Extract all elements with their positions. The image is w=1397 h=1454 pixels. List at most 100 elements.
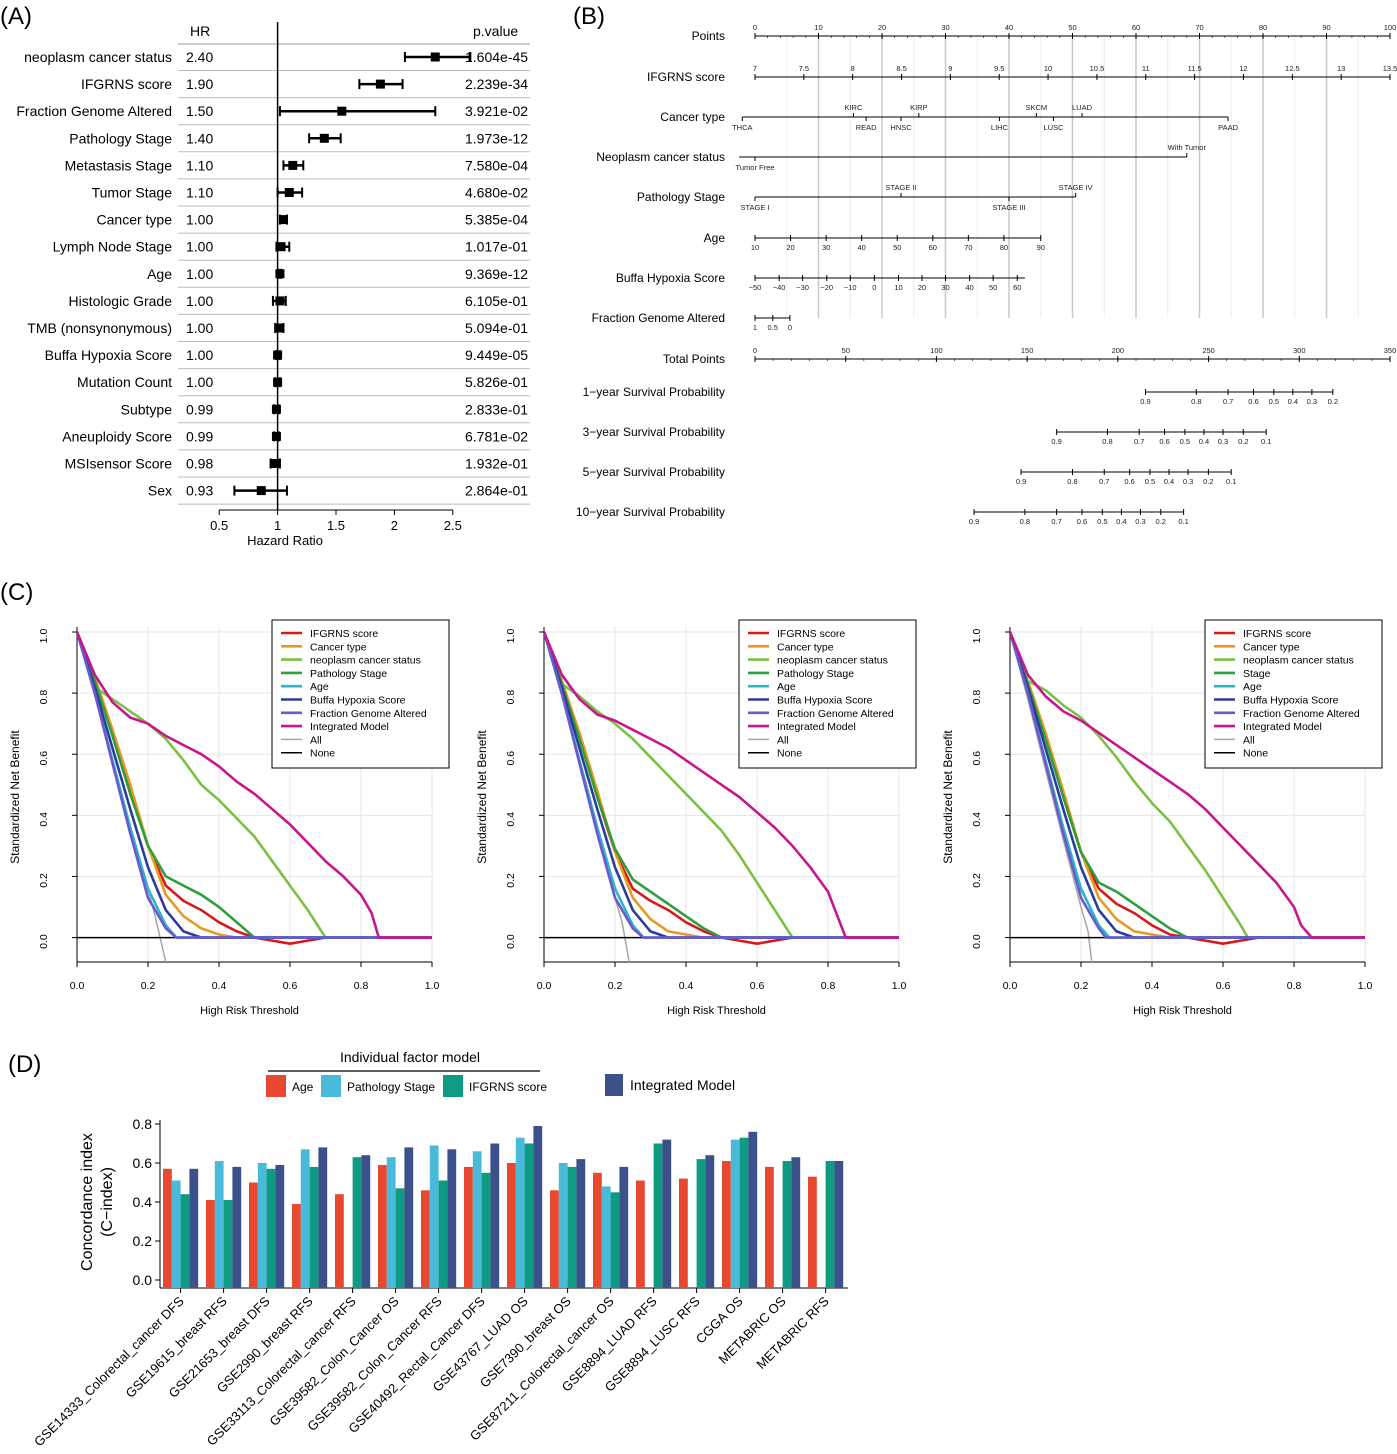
forest-x-tick-label: 2 xyxy=(391,518,398,533)
forest-row-label: Aneuploidy Score xyxy=(62,428,172,444)
dca-y-tick-label: 0.4 xyxy=(38,812,50,827)
dca-x-axis-label: High Risk Threshold xyxy=(667,1005,766,1017)
forest-x-tick-label: 1 xyxy=(274,518,281,533)
forest-row-pvalue: 6.105e-01 xyxy=(465,293,528,309)
dca-series-line xyxy=(1010,631,1365,939)
nomogram-scale-label: Age xyxy=(704,231,726,245)
bar xyxy=(653,1143,663,1288)
dca-legend-label: All xyxy=(1243,734,1255,746)
bar-legend-swatch xyxy=(266,1075,286,1097)
dca-legend-label: Integrated Model xyxy=(310,721,389,733)
bar xyxy=(601,1186,611,1288)
bar xyxy=(214,1161,224,1288)
nomogram-tick-label: 0.1 xyxy=(1261,437,1271,446)
nomogram-tick-label: 8 xyxy=(851,64,855,73)
nomogram-tick-label: 0.3 xyxy=(1183,477,1193,486)
forest-row-label: neoplasm cancer status xyxy=(24,49,172,65)
bar xyxy=(524,1143,534,1288)
nomogram-scale-label: Pathology Stage xyxy=(637,190,725,204)
forest-row-label: IFGRNS score xyxy=(81,76,172,92)
dca-series-line xyxy=(544,631,899,939)
forest-row-pvalue: 5.094e-01 xyxy=(465,320,528,336)
dca-y-tick-label: 0.6 xyxy=(38,751,50,766)
nomogram-tick-label: 0.4 xyxy=(1288,397,1298,406)
nomogram-category-label: LIHC xyxy=(991,123,1009,132)
nomogram-tick-label: 0.8 xyxy=(1020,517,1030,526)
forest-row-label: Metastasis Stage xyxy=(65,157,173,173)
dca-y-tick-label: 0.2 xyxy=(505,873,517,888)
nomogram-tick-label: 10.5 xyxy=(1090,64,1105,73)
bar xyxy=(352,1157,362,1288)
forest-estimate xyxy=(274,323,284,333)
dca-legend-label: IFGRNS score xyxy=(1243,628,1311,640)
dca-series-line xyxy=(1010,631,1365,939)
dca-y-axis-label: Standardized Net Benefit xyxy=(8,730,22,864)
bar xyxy=(266,1168,276,1288)
forest-estimate xyxy=(275,269,285,279)
forest-x-tick-label: 0.5 xyxy=(210,518,228,533)
dca-legend-label: Fraction Genome Altered xyxy=(777,708,894,720)
nomogram-tick-label: 0.7 xyxy=(1051,517,1061,526)
dca-series-line xyxy=(77,631,432,939)
nomogram-tick-label: −30 xyxy=(796,283,809,292)
nomogram-tick-label: 0.9 xyxy=(1016,477,1026,486)
nomogram-category-label: Tumor Free xyxy=(736,163,775,172)
nomogram-tick-label: 70 xyxy=(1195,23,1203,32)
nomogram-tick-label: 40 xyxy=(858,243,866,252)
nomogram-category-label: KIRC xyxy=(844,103,863,112)
forest-row-hr: 1.00 xyxy=(186,374,213,390)
forest-row-pvalue: 5.826e-01 xyxy=(465,374,528,390)
bar-legend-label: IFGRNS score xyxy=(469,1080,547,1094)
forest-estimate xyxy=(271,404,281,414)
nomogram-tick-label: −40 xyxy=(773,283,786,292)
bar xyxy=(464,1166,473,1288)
nomogram-tick-label: 60 xyxy=(1013,283,1021,292)
dca-y-axis-label: Standardized Net Benefit xyxy=(475,730,489,864)
nomogram-tick-label: 0.3 xyxy=(1218,437,1228,446)
nomogram-tick-label: 0.5 xyxy=(1097,517,1107,526)
dca-x-tick-label: 0.0 xyxy=(537,980,552,992)
bar-category-label: GSE14333_Colorectal_cancer DFS xyxy=(31,1293,187,1449)
nomogram-tick-label: 60 xyxy=(929,243,937,252)
forest-hr-header: HR xyxy=(190,23,210,39)
forest-row-pvalue: 5.385e-04 xyxy=(465,212,528,228)
dca-x-tick-label: 0.2 xyxy=(141,980,156,992)
nomogram-tick-label: 70 xyxy=(964,243,972,252)
dca-y-tick-label: 1.0 xyxy=(505,629,517,644)
nomogram-category-label: With Tumor xyxy=(1168,143,1207,152)
nomogram-tick-label: 0.9 xyxy=(969,517,979,526)
dca-legend-label: Stage xyxy=(1243,668,1271,680)
bar xyxy=(309,1166,319,1288)
nomogram-tick-label: 10 xyxy=(1044,64,1052,73)
bar xyxy=(206,1200,215,1288)
forest-row-hr: 1.50 xyxy=(186,103,213,119)
dca-legend-label: Fraction Genome Altered xyxy=(1243,708,1360,720)
nomogram-category-label: LUAD xyxy=(1072,103,1093,112)
forest-row-hr: 2.40 xyxy=(186,49,213,65)
nomogram-tick-label: 10 xyxy=(894,283,902,292)
panel-label-d: (D) xyxy=(8,1051,41,1078)
dca-legend-label: IFGRNS score xyxy=(777,628,845,640)
forest-row-pvalue: 1.604e-45 xyxy=(465,49,528,65)
forest-row-pvalue: 9.369e-12 xyxy=(465,266,528,282)
bar xyxy=(748,1131,758,1288)
nomogram-tick-label: −10 xyxy=(844,283,857,292)
dca-legend-box xyxy=(738,619,917,769)
bar xyxy=(662,1139,672,1288)
dca-x-tick-label: 0.4 xyxy=(212,980,227,992)
dca-series-line xyxy=(77,631,432,939)
dca-x-tick-label: 0.0 xyxy=(70,980,85,992)
nomogram-category-label: KIRP xyxy=(910,103,928,112)
nomogram-category-label: STAGE IV xyxy=(1059,183,1093,192)
forest-row-pvalue: 1.932e-01 xyxy=(465,456,528,472)
nomogram-tick-label: 50 xyxy=(989,283,997,292)
dca-x-tick-label: 0.4 xyxy=(679,980,694,992)
forest-estimate xyxy=(337,106,347,116)
nomogram-tick-label: 12.5 xyxy=(1285,64,1300,73)
dca-x-axis-label: High Risk Threshold xyxy=(1133,1005,1232,1017)
dca-plot-3: 0.0 0.2 0.4 0.6 0.8 1.0 0.0 0.2 0.4 0.6 0.8 1.0 High… xyxy=(941,619,1383,1017)
forest-row-label: Mutation Count xyxy=(77,374,172,390)
bar xyxy=(515,1137,525,1288)
forest-row-hr: 1.40 xyxy=(186,130,213,146)
